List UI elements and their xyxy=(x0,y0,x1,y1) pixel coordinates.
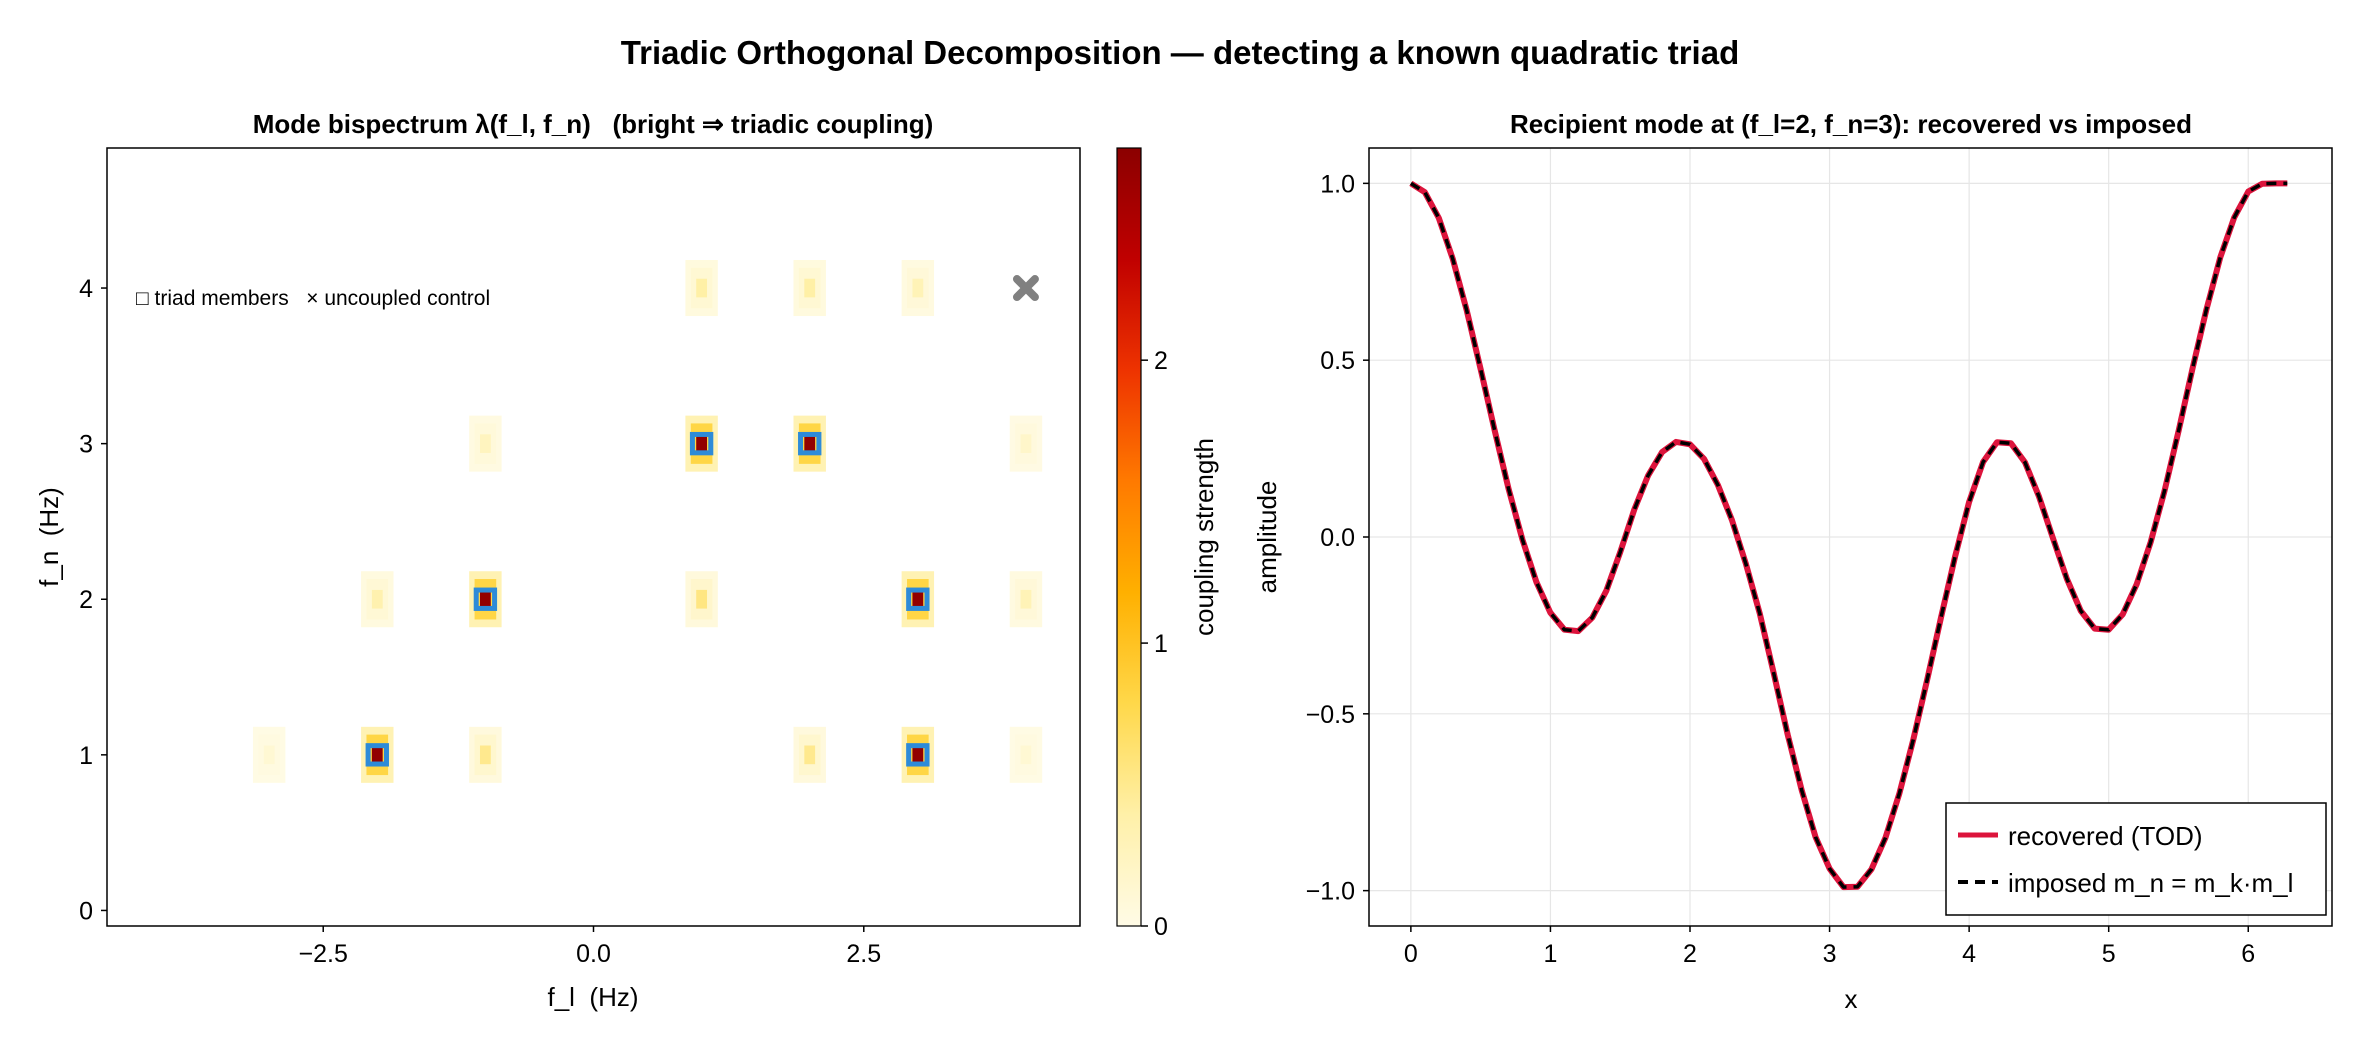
line-y-tick-label: 0.5 xyxy=(1320,347,1355,375)
heatmap-cell-layer xyxy=(912,278,924,298)
line-x-tick-label: 6 xyxy=(2241,940,2255,968)
heatmap-cell xyxy=(901,260,935,317)
line-xlabel: x xyxy=(1845,984,1858,1014)
heatmap-cell xyxy=(361,571,394,628)
heatmap-cell-layer xyxy=(479,434,491,453)
heatmap-cell-layer xyxy=(804,278,816,298)
colorbar-tick-label: 2 xyxy=(1154,347,1168,375)
heatmap-cell-layer xyxy=(696,434,708,453)
heatmap-y-tick-label: 3 xyxy=(79,431,93,459)
heatmap-cell-layer xyxy=(371,589,383,609)
triad-member-marker xyxy=(473,587,498,611)
line-panel: Recipient mode at (f_l=2, f_n=3): recove… xyxy=(1252,109,2333,1014)
legend-label-imposed: imposed m_n = m_k·m_l xyxy=(2008,868,2293,898)
heatmap-cell xyxy=(1009,726,1043,783)
line-x-tick-label: 0 xyxy=(1404,940,1418,968)
line-ylabel: amplitude xyxy=(1252,481,1282,594)
heatmap-cell-layer xyxy=(479,589,491,609)
colorbar-ticks: 0 1 2 xyxy=(1141,347,1168,941)
line-legend: recovered (TOD) imposed m_n = m_k·m_l xyxy=(1945,802,2327,916)
heatmap-cell-layer xyxy=(1020,589,1032,609)
heatmap-cell xyxy=(1009,415,1043,472)
line-x-tick-label: 3 xyxy=(1823,940,1837,968)
triad-member-marker xyxy=(906,587,930,611)
line-y-tick-label: −0.5 xyxy=(1306,701,1355,729)
heatmap-x-tick-label: −2.5 xyxy=(299,940,348,968)
triad-member-marker xyxy=(365,743,389,767)
heatmap-cell-layer xyxy=(912,745,924,765)
heatmap-x-ticks: −2.5 0.0 2.5 xyxy=(299,926,881,968)
triad-member-marker xyxy=(798,431,822,456)
colorbar-tick-label: 1 xyxy=(1154,630,1168,658)
heatmap-cell-layer xyxy=(1020,745,1032,765)
uncoupled-control-marker xyxy=(1012,275,1039,302)
heatmap-x-tick-label: 0.0 xyxy=(576,940,611,968)
triad-member-marker xyxy=(906,743,930,767)
heatmap-cell-layer xyxy=(1020,434,1032,453)
heatmap-annotation: □ triad members × uncoupled control xyxy=(136,287,490,310)
heatmap-cell-layer xyxy=(804,745,816,765)
line-series xyxy=(1409,180,2288,891)
line-x-tick-label: 5 xyxy=(2102,940,2116,968)
line-y-tick-label: −1.0 xyxy=(1306,878,1355,906)
series-imposed xyxy=(1409,181,2288,889)
heatmap-cell xyxy=(685,260,718,317)
heatmap-cell xyxy=(793,260,826,317)
colorbar: 0 1 2 coupling strength xyxy=(1116,147,1219,941)
series-recovered xyxy=(1409,180,2288,891)
line-x-tick-label: 1 xyxy=(1543,940,1557,968)
heatmap-cell-layer xyxy=(696,589,708,609)
heatmap-cell xyxy=(469,726,502,783)
control-marker-stroke xyxy=(1012,275,1039,302)
line-x-ticks: 0 1 2 3 4 5 6 xyxy=(1404,926,2255,968)
heatmap-cell-layer xyxy=(479,745,491,765)
line-y-tick-label: 1.0 xyxy=(1320,170,1355,198)
line-y-ticks: −1.0 −0.5 0.0 0.5 1.0 xyxy=(1306,170,1369,906)
heatmap-cell xyxy=(793,726,826,783)
heatmap-panel: Mode bispectrum λ(f_l, f_n) (bright ⇒ tr… xyxy=(34,109,1081,1012)
line-title: Recipient mode at (f_l=2, f_n=3): recove… xyxy=(1510,109,2192,139)
heatmap-cell xyxy=(469,415,502,472)
legend-label-recovered: recovered (TOD) xyxy=(2008,821,2203,851)
heatmap-markers xyxy=(365,275,1039,767)
heatmap-y-ticks: 0 1 2 3 4 xyxy=(79,275,107,925)
heatmap-xlabel: f_l (Hz) xyxy=(548,982,639,1012)
heatmap-title: Mode bispectrum λ(f_l, f_n) (bright ⇒ tr… xyxy=(253,109,933,139)
colorbar-ramp xyxy=(1116,147,1142,927)
heatmap-y-tick-label: 2 xyxy=(79,586,93,614)
figure-title: Triadic Orthogonal Decomposition — detec… xyxy=(621,34,1739,71)
heatmap-cell-layer xyxy=(912,589,924,609)
heatmap-y-tick-label: 1 xyxy=(79,742,93,770)
colorbar-label: coupling strength xyxy=(1189,438,1219,636)
heatmap-cell xyxy=(252,726,286,783)
heatmap-cell-layer xyxy=(263,745,275,765)
heatmap-cell-layer xyxy=(696,278,708,298)
heatmap-cell xyxy=(1009,571,1043,628)
heatmap-ylabel: f_n (Hz) xyxy=(34,487,64,587)
line-x-tick-label: 4 xyxy=(1962,940,1976,968)
line-x-tick-label: 2 xyxy=(1683,940,1697,968)
heatmap-cell xyxy=(685,571,718,628)
heatmap-x-tick-label: 2.5 xyxy=(846,940,881,968)
colorbar-tick-label: 0 xyxy=(1154,913,1168,941)
heatmap-cell-layer xyxy=(804,434,816,453)
heatmap-y-tick-label: 4 xyxy=(79,275,93,303)
triad-member-marker xyxy=(689,431,714,456)
heatmap-y-tick-label: 0 xyxy=(79,897,93,925)
line-y-tick-label: 0.0 xyxy=(1320,524,1355,552)
legend-box xyxy=(1945,802,2327,916)
heatmap-cell-layer xyxy=(371,745,383,765)
